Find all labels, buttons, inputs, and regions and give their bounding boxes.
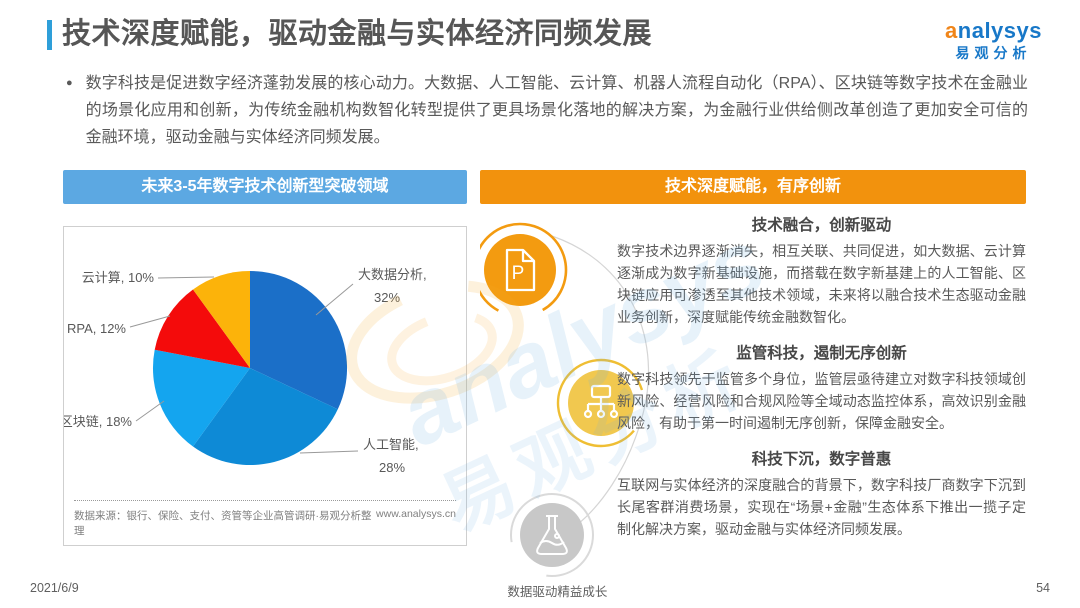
website-url: www.analysys.cn xyxy=(376,508,456,520)
flask-icon xyxy=(510,493,594,577)
icons-overlay: P xyxy=(480,222,650,577)
connector-arc xyxy=(551,235,650,525)
pie-leader-line xyxy=(315,283,354,316)
pie-leader-line xyxy=(129,315,171,328)
logo-brand-text: analysys xyxy=(945,18,1042,43)
right-panel: 技术深度赋能，有序创新 P xyxy=(480,170,1026,577)
section-title: 监管科技，遏制无序创新 xyxy=(736,345,907,362)
bullet-icon: ● xyxy=(66,77,73,89)
logo-brand-cn-text: 易观分析 xyxy=(955,45,1032,61)
pie-slice-大数据分析 xyxy=(250,271,348,410)
footer-tagline: 数据驱动精益成长 xyxy=(507,585,608,599)
header: 技术深度赋能，驱动金融与实体经济同频发展 analysys 易观分析 xyxy=(0,0,1080,60)
footer: 2021/6/9 数据驱动精益成长 54 xyxy=(0,581,1080,600)
pie-label: 大数据分析, xyxy=(358,267,427,282)
source-row: 数据来源：银行、保险、支付、资管等企业高管调研·易观分析整理 www.analy… xyxy=(74,500,456,538)
pie-label-value: 32% xyxy=(374,290,400,305)
pie-label: 云计算, 10% xyxy=(82,270,155,285)
title-accent-bar xyxy=(47,19,52,50)
section-body: 数字技术边界逐渐消失，相互关联、共同促进，如大数据、云计算逐渐成为数字新基础设施… xyxy=(617,243,1026,325)
title-wrap: 技术深度赋能，驱动金融与实体经济同频发展 xyxy=(47,18,652,51)
section-body: 互联网与实体经济的深度融合的背景下，数字科技厂商数字下沉到长尾客群消费场景，实现… xyxy=(617,477,1026,537)
pie-slice-人工智能 xyxy=(193,368,338,466)
left-panel-header: 未来3-5年数字技术创新型突破领域 xyxy=(63,170,467,204)
document-p-icon: P xyxy=(480,222,568,318)
pie-label-value: 28% xyxy=(379,460,405,475)
section-tech-fusion: 技术融合，创新驱动 数字技术边界逐渐消失，相互关联、共同促进，如大数据、云计算逐… xyxy=(617,213,1026,328)
pie-slice-RPA xyxy=(154,289,250,368)
section-title: 技术融合，创新驱动 xyxy=(751,217,892,234)
right-panel-header: 技术深度赋能，有序创新 xyxy=(480,170,1026,204)
pie-leader-line xyxy=(157,276,215,279)
pie-slice-区块链 xyxy=(152,349,250,447)
pie-chart: 大数据分析, 32% 人工智能, 28% 区块链, 18% RPA, 12% 云计算, 10… xyxy=(64,267,427,475)
pie-slice-云计算 xyxy=(193,271,250,368)
pie-chart-box: 大数据分析, 32% 人工智能, 28% 区块链, 18% RPA, 12% 云计算, 10… xyxy=(63,226,467,546)
intro-paragraph: ● 数字科技是促进数字经济蓬勃发展的核心动力。大数据、人工智能、云计算、机器人流… xyxy=(0,60,1080,151)
pie-leader-line xyxy=(135,400,165,422)
pie-label: 人工智能, xyxy=(363,437,419,452)
section-regtech: 监管科技，遏制无序创新 数字科技领先于监管多个身位，监管层亟待建立对数字科技领域… xyxy=(617,341,1026,434)
svg-text:P: P xyxy=(512,263,525,284)
section-tech-inclusion: 科技下沉，数字普惠 互联网与实体经济的深度融合的背景下，数字科技厂商数字下沉到长… xyxy=(617,447,1026,540)
left-panel: 未来3-5年数字技术创新型突破领域 大数据分析, 32% 人工智能, 28% 区块链, … xyxy=(63,170,467,546)
section-body: 数字科技领先于监管多个身位，监管层亟待建立对数字科技领域创新风险、经营风险和合规… xyxy=(617,371,1026,431)
analysys-logo: analysys 易观分析 xyxy=(945,18,1042,61)
sections-list: 技术融合，创新驱动 数字技术边界逐渐消失，相互关联、共同促进，如大数据、云计算逐… xyxy=(480,213,1026,540)
page-title: 技术深度赋能，驱动金融与实体经济同频发展 xyxy=(62,18,653,50)
intro-text: 数字科技是促进数字经济蓬勃发展的核心动力。大数据、人工智能、云计算、机器人流程自… xyxy=(85,75,1028,146)
footer-date: 2021/6/9 xyxy=(30,581,79,595)
pie-label: 区块链, 18% xyxy=(64,414,132,429)
pie-label: RPA, 12% xyxy=(67,321,126,336)
pie-leader-line xyxy=(299,450,359,454)
section-title: 科技下沉，数字普惠 xyxy=(751,451,892,468)
footer-page-number: 54 xyxy=(1036,581,1050,595)
main-content: 未来3-5年数字技术创新型突破领域 大数据分析, 32% 人工智能, 28% 区块链, … xyxy=(0,170,1080,577)
data-source-text: 数据来源：银行、保险、支付、资管等企业高管调研·易观分析整理 xyxy=(74,510,372,537)
